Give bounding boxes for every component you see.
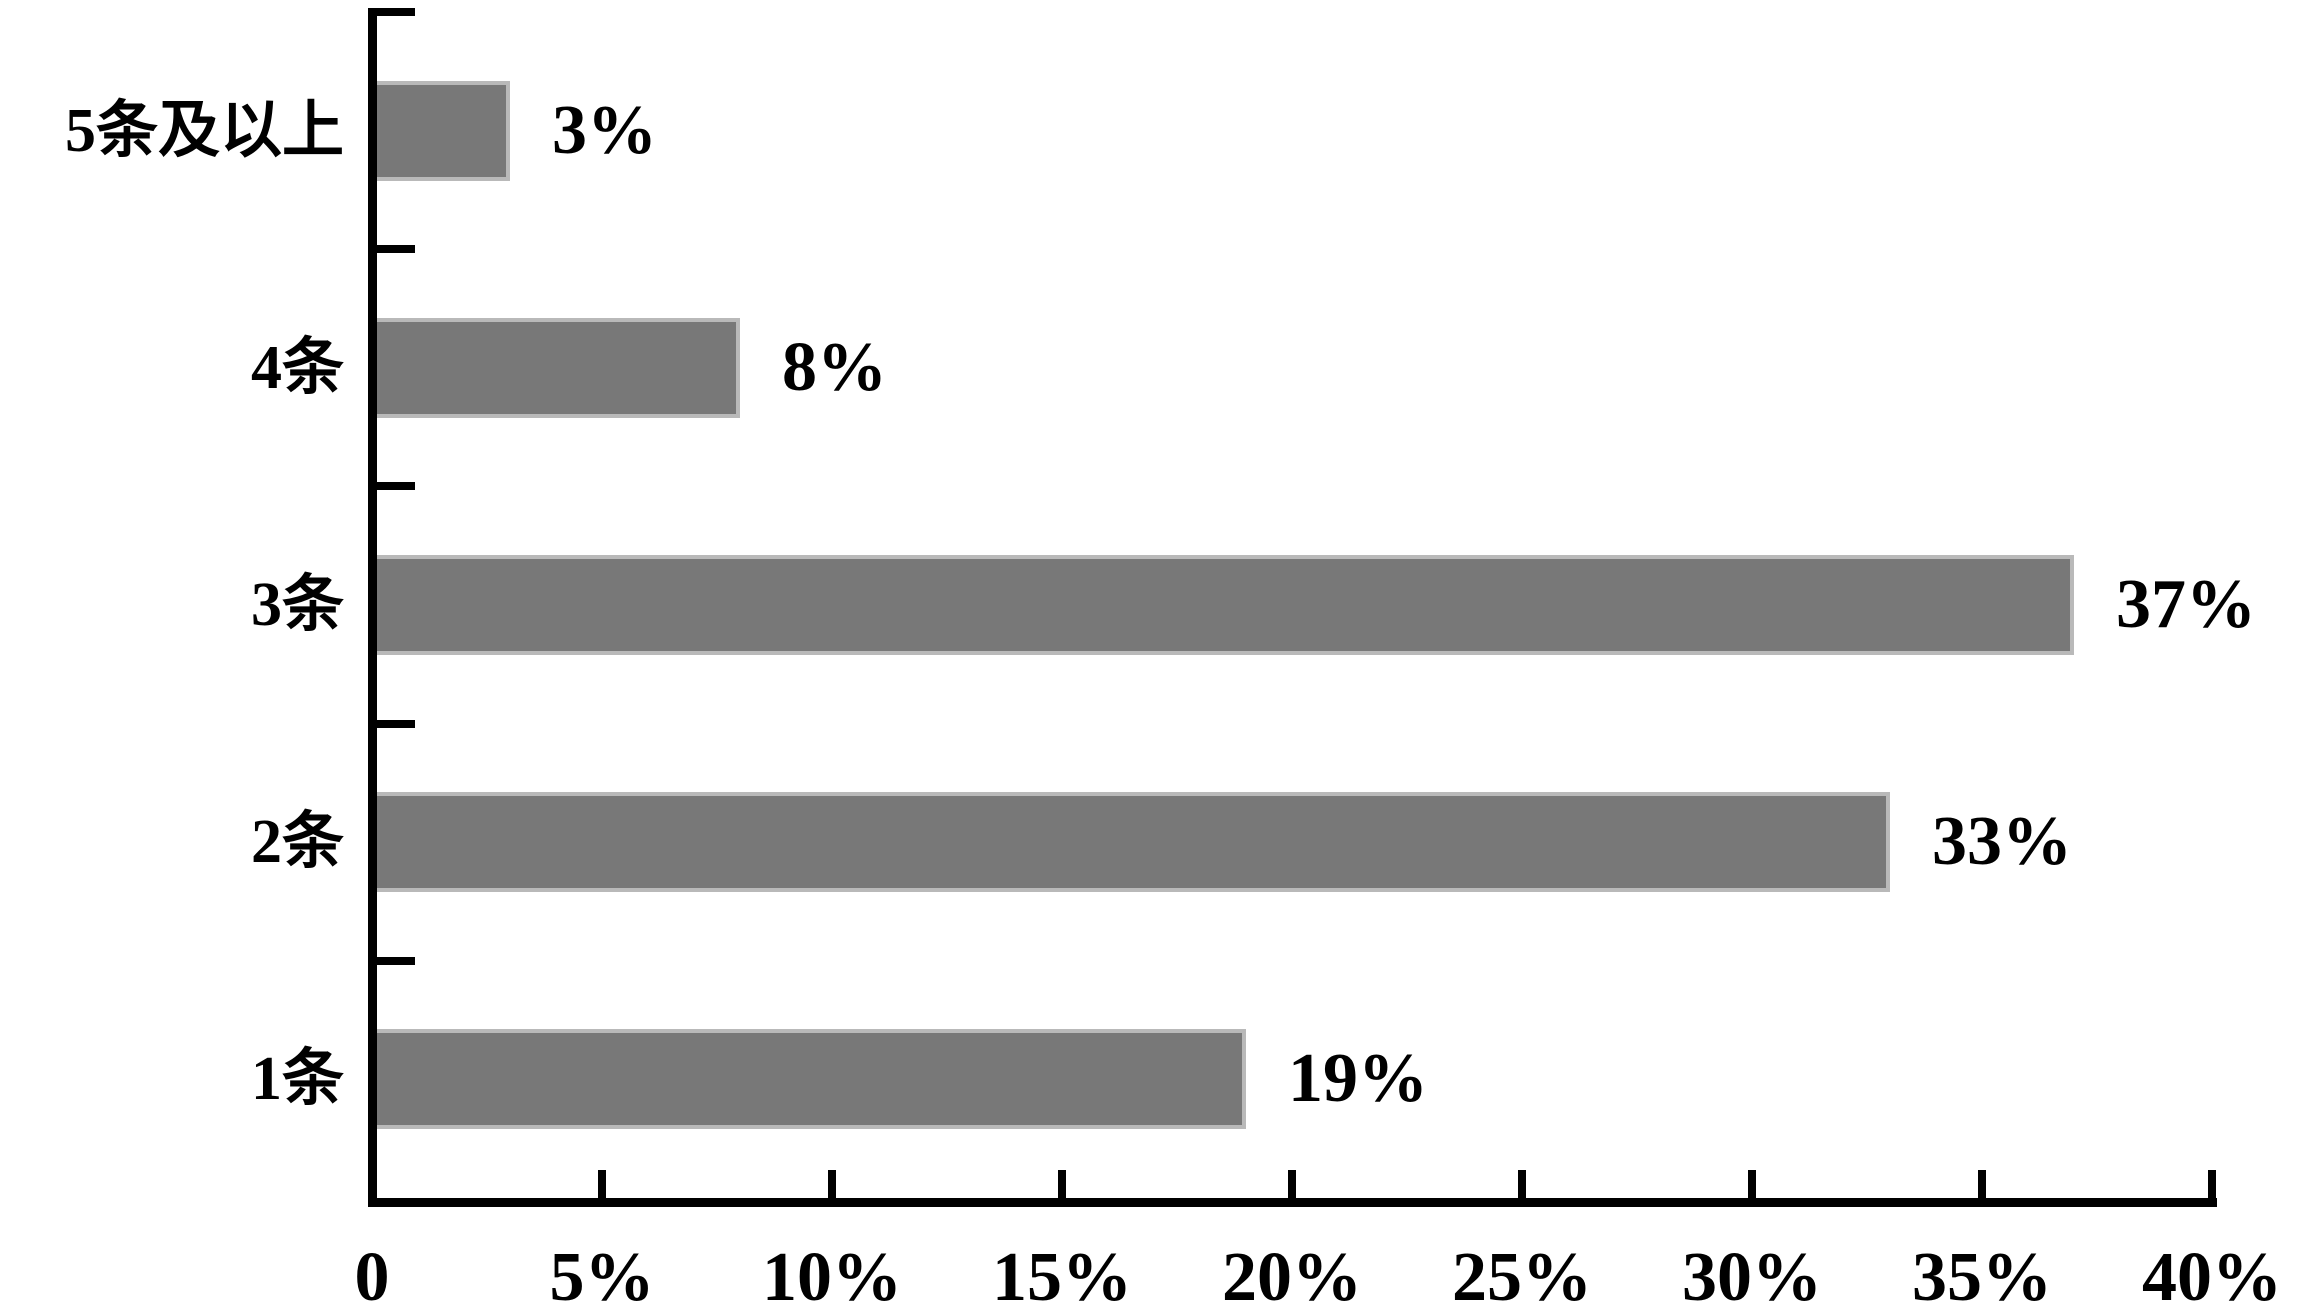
y-axis-tick [377,482,415,490]
bar-value-label: 19% [1288,1040,1428,1117]
bar [372,81,510,181]
x-tick-label: 20% [1222,1239,1362,1311]
category-label: 2条 [250,808,344,876]
bar [372,792,1890,892]
x-tick-label: 5% [549,1239,655,1311]
x-axis-tick [598,1170,606,1198]
x-axis-tick [1978,1170,1986,1198]
x-axis-tick [1518,1170,1526,1198]
bar [372,1029,1246,1129]
y-axis-tick [377,245,415,253]
bar-value-label: 33% [1932,803,2072,880]
y-axis-line [368,8,377,1207]
bar-value-label: 37% [2116,566,2256,643]
x-axis-tick [1288,1170,1296,1198]
x-tick-label: 15% [992,1239,1132,1311]
y-axis-tick [377,8,415,16]
x-tick-label: 30% [1682,1239,1822,1311]
bar-value-label: 8% [782,329,887,406]
bar [372,318,740,418]
x-tick-label: 0 [354,1239,390,1311]
bar-value-label: 3% [552,92,657,169]
y-axis-tick [377,720,415,728]
x-tick-label: 10% [762,1239,902,1311]
x-axis-line [368,1198,2217,1207]
x-axis-tick [1748,1170,1756,1198]
category-label: 1条 [250,1045,344,1113]
x-axis-tick [2208,1170,2216,1198]
category-label: 5条及以上 [64,97,344,165]
x-axis-tick [1058,1170,1066,1198]
x-axis-tick [828,1170,836,1198]
x-tick-label: 25% [1452,1239,1592,1311]
category-label: 3条 [250,571,344,639]
category-label: 4条 [250,334,344,402]
bar [372,555,2074,655]
x-tick-label: 40% [2142,1239,2282,1311]
y-axis-tick [377,957,415,965]
x-tick-label: 35% [1912,1239,2052,1311]
